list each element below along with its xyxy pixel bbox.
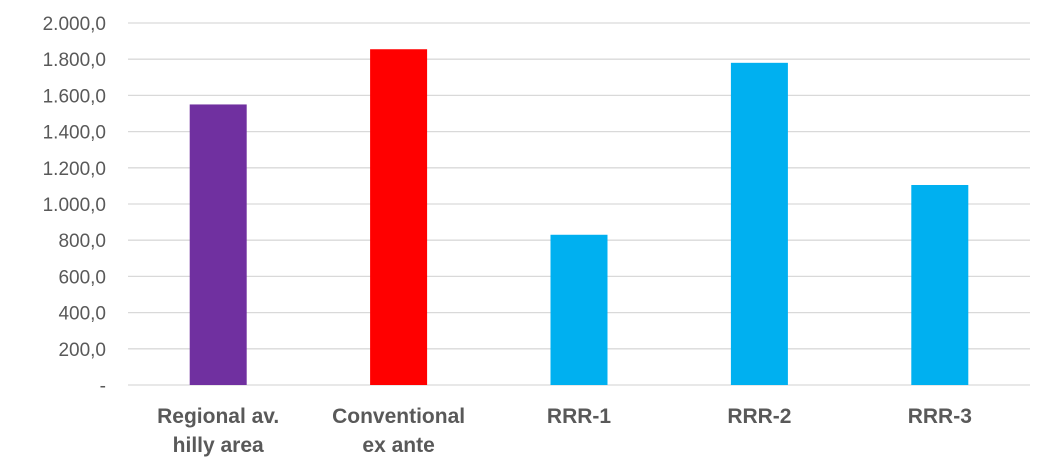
y-tick-label: 400,0 [58,304,106,325]
category-label: ex ante [362,434,434,457]
bar [370,49,428,386]
bar [189,104,247,385]
category-label: RRR-1 [547,405,611,428]
y-tick-label: 2.000,0 [43,14,106,35]
y-tick-label: 1.800,0 [43,50,106,71]
bar [730,62,788,385]
category-label: Regional av. [157,405,279,428]
y-axis-tick-labels: - 200,0 400,0 600,0 800,0 1.000,0 1.200,0 1.400… [43,14,106,397]
y-tick-label: 200,0 [58,340,106,361]
x-axis-category-labels: Regional av. hilly area Conventional ex ant… [157,405,972,457]
y-tick-label: 1.400,0 [43,123,106,144]
category-label: hilly area [173,434,264,457]
category-label: Conventional [332,405,465,428]
y-tick-label: 600,0 [58,267,106,288]
y-tick-label: 1.200,0 [43,159,106,180]
bar [911,184,969,385]
bars [189,49,969,386]
y-tick-label: 800,0 [58,231,106,252]
y-tick-label: 1.000,0 [43,195,106,216]
y-tick-label: 1.600,0 [43,86,106,107]
category-label: RRR-2 [727,405,791,428]
bar [550,234,608,385]
y-tick-label: - [100,376,106,397]
category-label: RRR-3 [908,405,972,428]
